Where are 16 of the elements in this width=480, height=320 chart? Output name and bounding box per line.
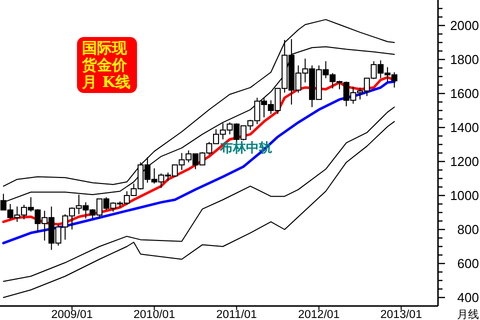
y-tick-label: 1400 (450, 120, 479, 135)
x-tick-label: 2011/01 (216, 309, 257, 320)
x-tick-label: 2013/01 (380, 309, 422, 320)
y-tick-label: 800 (457, 222, 479, 237)
y-tick-label: 1800 (450, 52, 479, 67)
y-tick-label: 1200 (450, 154, 479, 169)
y-tick-label: 1600 (450, 86, 479, 101)
x-tick-label: 2010/01 (134, 309, 176, 320)
y-tick-label: 2000 (450, 18, 479, 33)
x-axis-title: 月线 (457, 308, 479, 320)
text: 国际现货金价月 K线 (82, 39, 132, 91)
y-tick-label: 400 (457, 290, 479, 305)
x-tick-label: 2012/01 (298, 309, 340, 320)
y-tick-label: 1000 (450, 188, 479, 203)
y-tick-label: 600 (457, 256, 479, 271)
x-tick-label: 2009/01 (51, 309, 93, 320)
